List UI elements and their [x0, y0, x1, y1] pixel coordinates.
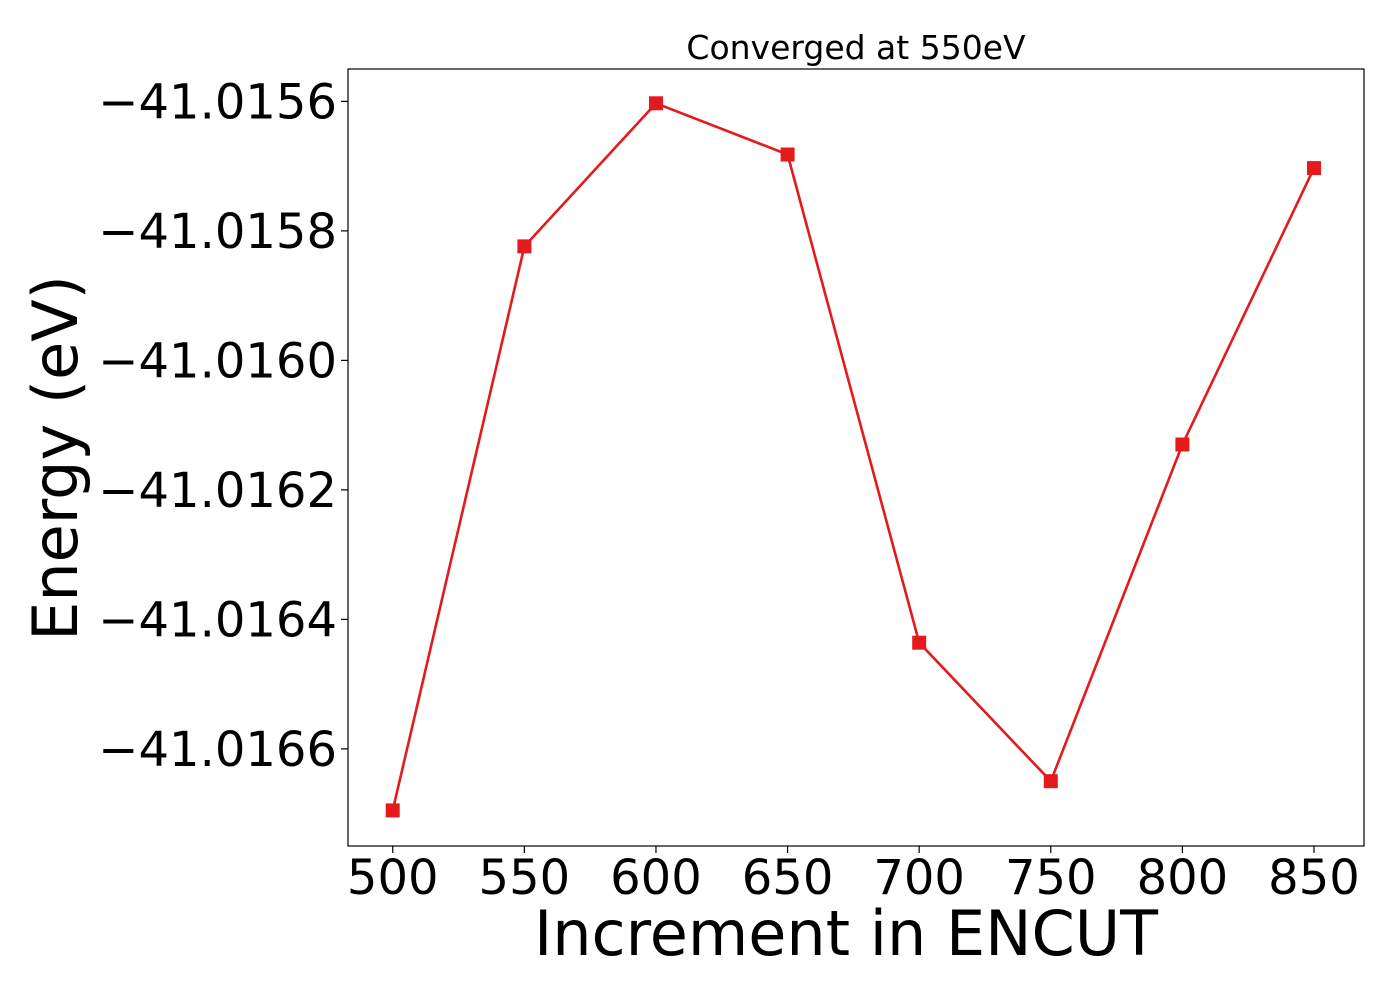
y-axis-ticks: −41.0156 −41.0158 −41.0160 −41.0162 −41.0164… — [98, 74, 348, 778]
data-point-marker — [649, 96, 663, 111]
x-tick-label: 650 — [742, 850, 834, 906]
data-point-marker — [1175, 437, 1190, 452]
data-point-marker — [780, 147, 795, 162]
x-tick-label: 500 — [347, 850, 439, 906]
x-tick-label: 850 — [1268, 850, 1360, 906]
x-axis-label: Increment in ENCUT — [534, 897, 1159, 970]
plot-frame — [347, 68, 1365, 847]
y-axis-label: Energy (eV) — [19, 275, 92, 641]
series-layer — [385, 96, 1321, 818]
x-tick-label: 700 — [873, 850, 965, 906]
chart-title: Converged at 550eV — [686, 28, 1026, 67]
x-tick-label: 750 — [1005, 850, 1097, 906]
data-point-marker — [385, 803, 400, 818]
x-tick-label: 550 — [479, 850, 571, 906]
y-tick-label: −41.0166 — [98, 722, 337, 778]
x-axis-ticks: 500 550 600 650 700 750 800 850 — [347, 846, 1360, 906]
y-tick-label: −41.0160 — [98, 333, 337, 389]
data-point-marker — [1307, 161, 1321, 176]
data-point-marker — [517, 239, 532, 254]
y-tick-label: −41.0162 — [98, 463, 337, 519]
y-tick-label: −41.0156 — [98, 74, 337, 130]
data-point-marker — [1043, 774, 1058, 789]
x-tick-label: 800 — [1137, 850, 1229, 906]
y-tick-label: −41.0158 — [98, 204, 337, 260]
data-point-marker — [912, 635, 927, 650]
series-line — [391, 102, 1316, 811]
x-tick-label: 600 — [610, 850, 702, 906]
y-tick-label: −41.0164 — [98, 592, 337, 648]
